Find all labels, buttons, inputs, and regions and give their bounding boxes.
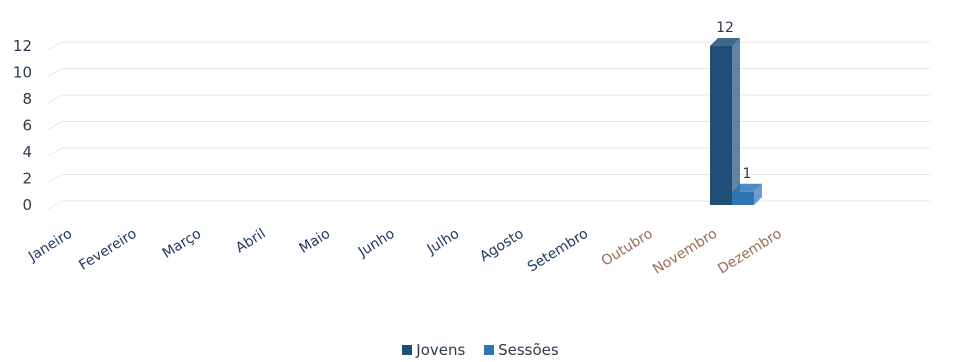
x-tick-label: Abril xyxy=(233,226,269,257)
y-tick-label: 12 xyxy=(13,37,32,55)
y-tick-label: 4 xyxy=(22,143,32,161)
gridline-depth xyxy=(47,68,63,77)
bar-side xyxy=(732,38,740,205)
bar-front xyxy=(710,46,732,205)
x-tick-label: Março xyxy=(160,226,204,262)
x-tick-label: Setembro xyxy=(525,226,591,276)
x-axis: Janeiro Fevereiro Março Abril Maio Junho Julho… xyxy=(25,226,785,278)
x-tick-label: Julho xyxy=(424,226,462,258)
legend-item-sessoes: Sessões xyxy=(484,341,559,359)
data-label-jovens: 12 xyxy=(716,20,734,36)
legend-swatch-jovens xyxy=(402,345,413,355)
bar-jovens-10 xyxy=(710,38,740,205)
gridline-depth xyxy=(47,41,63,51)
legend: Jovens Sessões xyxy=(0,341,961,359)
legend-item-jovens: Jovens xyxy=(402,341,465,359)
y-tick-label: 0 xyxy=(22,196,32,214)
gridline-depth xyxy=(47,147,63,157)
x-tick-label: Agosto xyxy=(477,226,527,265)
bar-top xyxy=(732,183,762,192)
gridlines xyxy=(47,41,930,210)
y-tick-label: 2 xyxy=(22,170,32,188)
legend-swatch-sessoes xyxy=(484,345,495,355)
y-tick-label: 6 xyxy=(22,117,32,135)
x-tick-label: Janeiro xyxy=(25,226,75,266)
x-tick-label: Fevereiro xyxy=(76,226,139,274)
bar-top xyxy=(710,38,740,46)
x-tick-label: Dezembro xyxy=(715,226,784,278)
x-tick-label: Outubro xyxy=(599,226,656,270)
gridline-depth xyxy=(47,121,63,130)
x-tick-label: Maio xyxy=(297,226,334,257)
legend-label-jovens: Jovens xyxy=(416,341,466,359)
gridline-depth xyxy=(47,174,63,183)
y-tick-label: 10 xyxy=(13,64,32,82)
data-label-sesses: 1 xyxy=(743,166,752,182)
x-tick-label: Junho xyxy=(355,226,398,261)
y-axis: 0 2 4 6 8 10 12 xyxy=(13,37,32,214)
bars xyxy=(710,38,762,205)
y-tick-label: 8 xyxy=(22,90,32,108)
bar-front xyxy=(732,191,754,205)
bar-side xyxy=(754,183,762,205)
bar-sesses-10 xyxy=(732,183,762,205)
bar-chart: 0 2 4 6 8 10 12 Janeiro Fevereiro Março Abril Maio… xyxy=(13,20,930,278)
x-tick-label: Novembro xyxy=(650,226,720,278)
legend-label-sessoes: Sessões xyxy=(498,341,559,359)
gridline-depth xyxy=(47,94,63,104)
data-labels: 12 1 xyxy=(716,20,751,182)
gridline-depth xyxy=(47,200,63,210)
